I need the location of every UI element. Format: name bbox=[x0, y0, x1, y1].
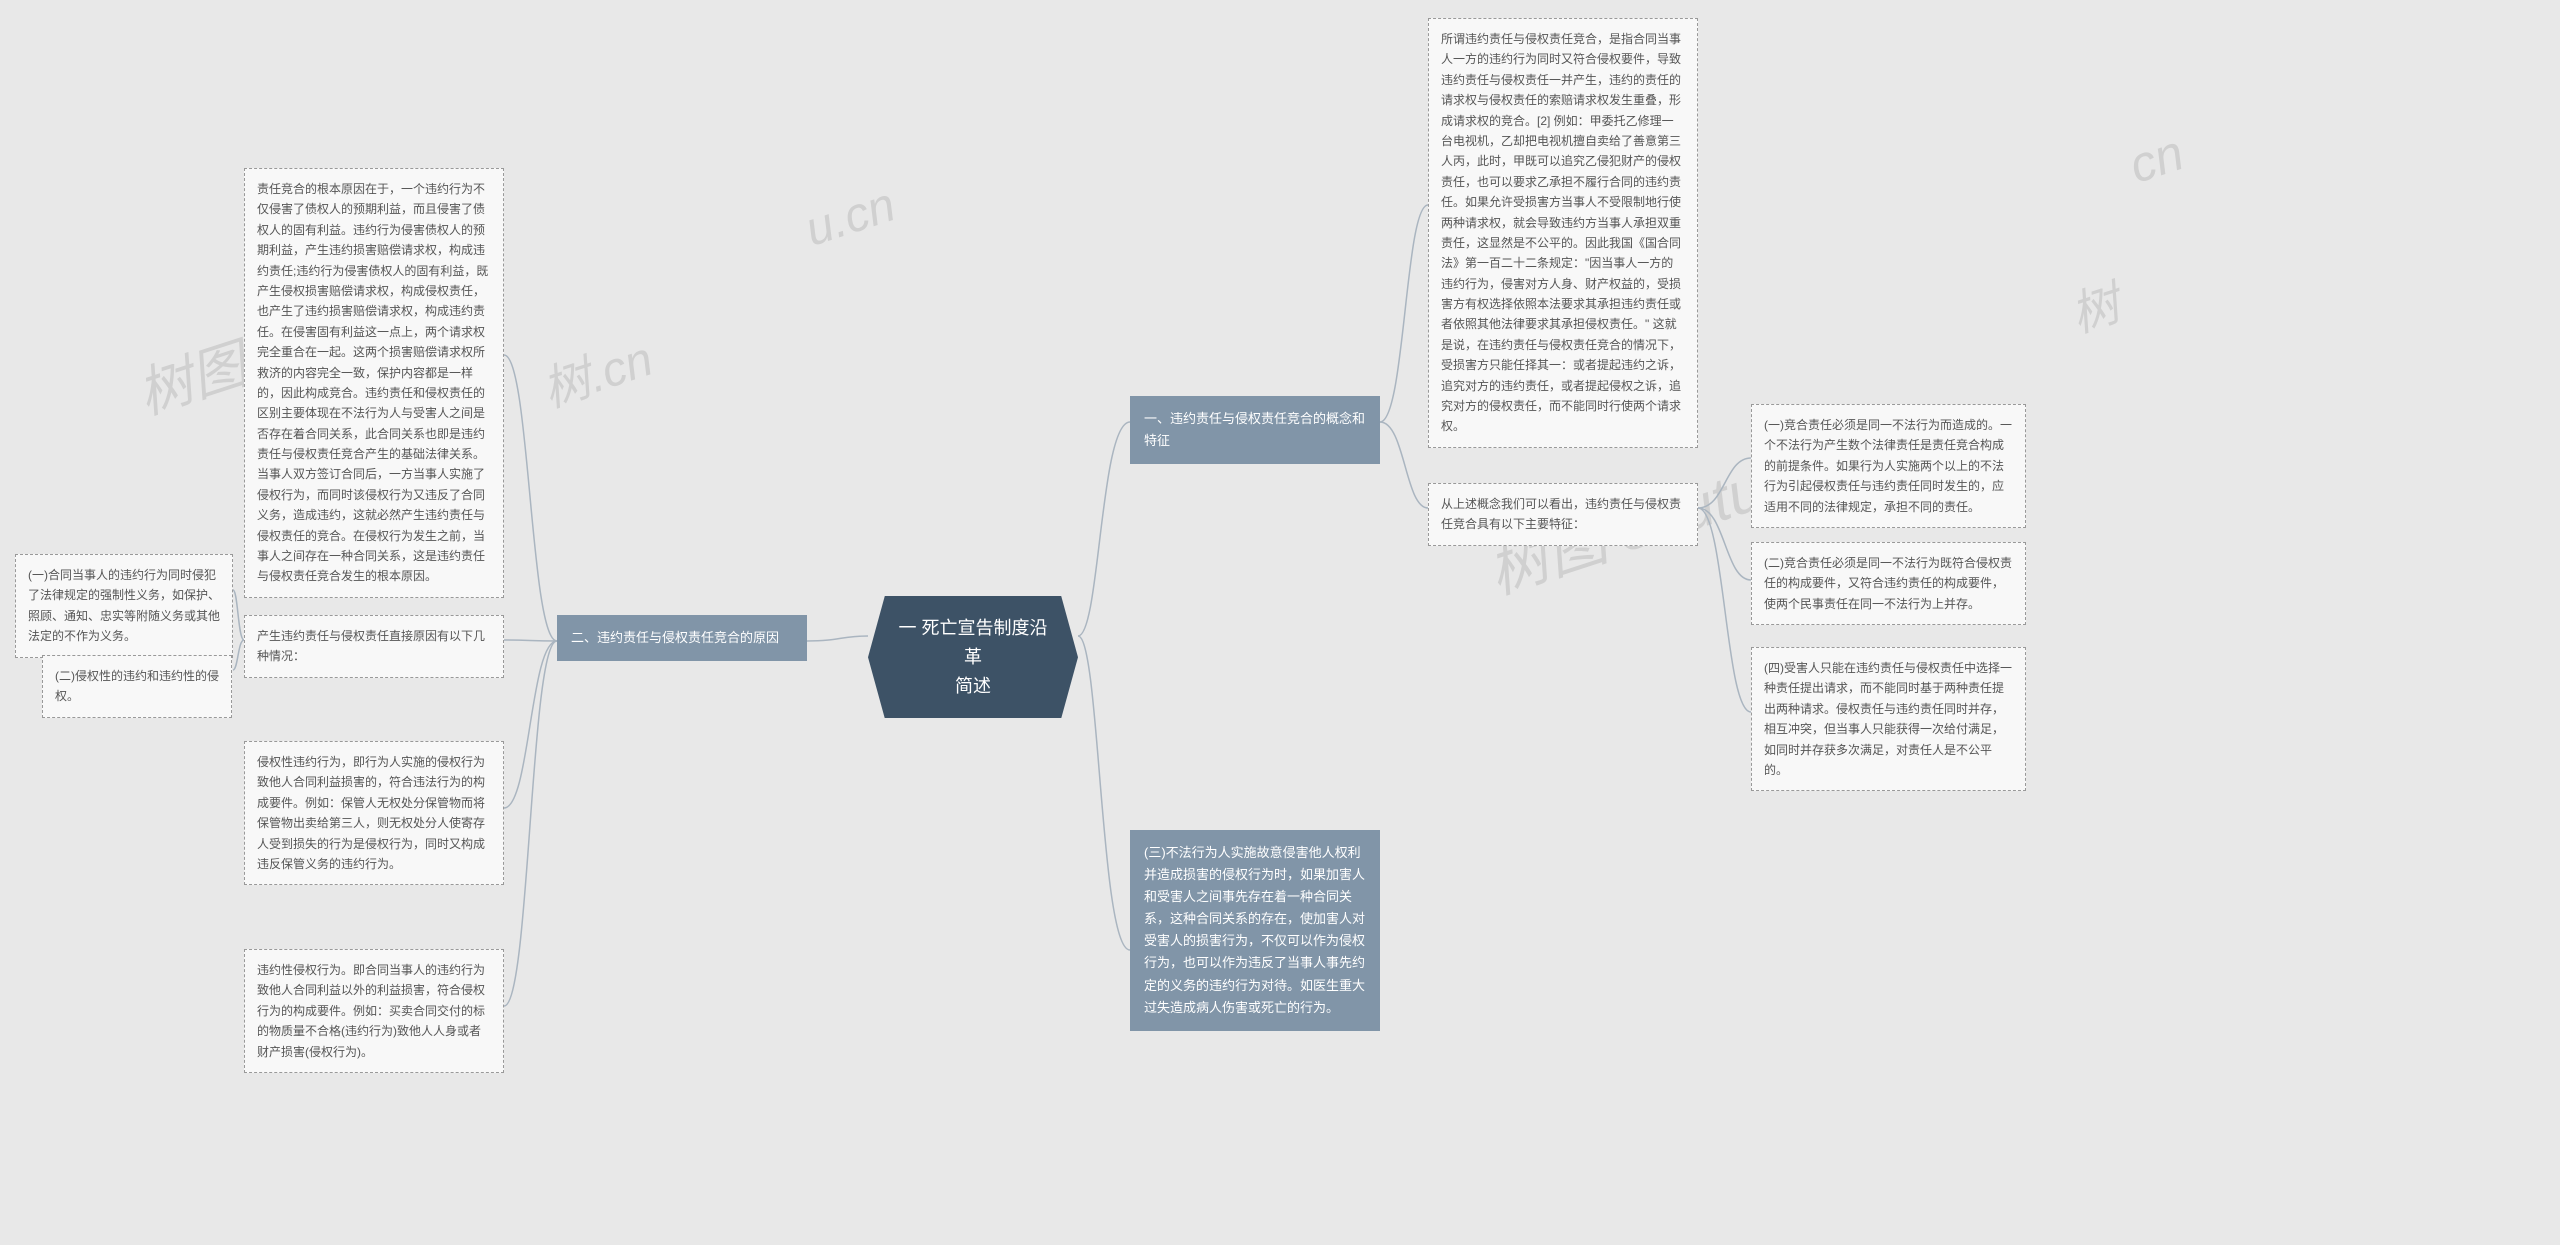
leaf-node-6[interactable]: 责任竞合的根本原因在于，一个违约行为不仅侵害了债权人的预期利益，而且侵害了债权人… bbox=[244, 168, 504, 598]
watermark: u.cn bbox=[799, 177, 902, 257]
connector bbox=[504, 641, 557, 808]
connector bbox=[504, 355, 557, 641]
watermark: cn bbox=[2122, 123, 2190, 194]
connector bbox=[1078, 636, 1130, 950]
leaf-node-5[interactable]: (四)受害人只能在违约责任与侵权责任中选择一种责任提出请求，而不能同时基于两种责… bbox=[1751, 647, 2026, 791]
leaf-node-10[interactable]: (一)合同当事人的违约行为同时侵犯了法律规定的强制性义务，如保护、照顾、通知、忠… bbox=[15, 554, 233, 658]
leaf-node-9[interactable]: 违约性侵权行为。即合同当事人的违约行为致他人合同利益以外的利益损害，符合侵权行为… bbox=[244, 949, 504, 1073]
branch-node-1[interactable]: 一、违约责任与侵权责任竞合的概念和特征 bbox=[1130, 396, 1380, 464]
connector bbox=[1380, 205, 1428, 422]
connector bbox=[504, 640, 557, 641]
connector bbox=[1698, 508, 1751, 712]
leaf-node-2[interactable]: 从上述概念我们可以看出，违约责任与侵权责任竞合具有以下主要特征： bbox=[1428, 483, 1698, 546]
connector bbox=[233, 640, 244, 670]
leaf-node-7[interactable]: 产生违约责任与侵权责任直接原因有以下几种情况： bbox=[244, 615, 504, 678]
connector bbox=[233, 590, 244, 640]
leaf-node-3[interactable]: (一)竞合责任必须是同一不法行为而造成的。一个不法行为产生数个法律责任是责任竞合… bbox=[1751, 404, 2026, 528]
leaf-node-8[interactable]: 侵权性违约行为，即行为人实施的侵权行为致他人合同利益损害的，符合违法行为的构成要… bbox=[244, 741, 504, 885]
connector bbox=[1698, 508, 1751, 580]
connector bbox=[504, 641, 557, 1006]
connector bbox=[1380, 422, 1428, 508]
leaf-node-11[interactable]: (二)侵权性的违约和违约性的侵权。 bbox=[42, 655, 232, 718]
watermark: 树 bbox=[2060, 264, 2127, 345]
connector bbox=[1078, 422, 1130, 636]
connector bbox=[807, 636, 868, 641]
leaf-node-4[interactable]: (二)竞合责任必须是同一不法行为既符合侵权责任的构成要件，又符合违约责任的构成要… bbox=[1751, 542, 2026, 625]
branch-node-2[interactable]: 二、违约责任与侵权责任竞合的原因 bbox=[557, 615, 807, 661]
branch-node-3[interactable]: (三)不法行为人实施故意侵害他人权利并造成损害的侵权行为时，如果加害人和受害人之… bbox=[1130, 830, 1380, 1031]
leaf-node-1[interactable]: 所谓违约责任与侵权责任竞合，是指合同当事人一方的违约行为同时又符合侵权要件，导致… bbox=[1428, 18, 1698, 448]
watermark: 树.cn bbox=[532, 319, 660, 420]
root-node[interactable]: 一 死亡宣告制度沿革简述 bbox=[868, 596, 1078, 718]
connector bbox=[1698, 458, 1751, 508]
